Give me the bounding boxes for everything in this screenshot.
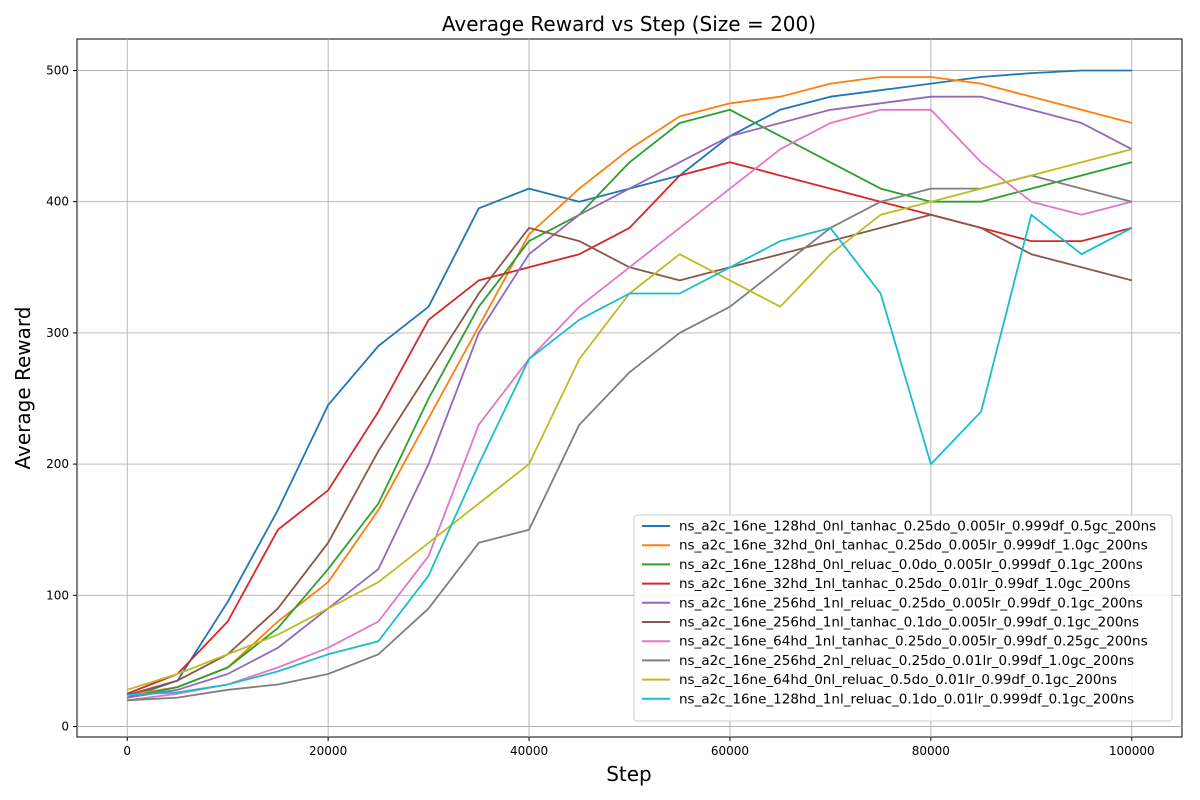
y-tick-label: 500 (46, 63, 69, 77)
x-tick-label: 80000 (912, 744, 950, 758)
x-tick-label: 0 (123, 744, 131, 758)
legend-entry: ns_a2c_16ne_128hd_0nl_reluac_0.0do_0.005… (679, 557, 1143, 573)
legend-entry: ns_a2c_16ne_32hd_0nl_tanhac_0.25do_0.005… (679, 538, 1148, 554)
axis-ticks: 0 20000 40000 60000 80000 100000 0 100 200 300 400… (46, 63, 1155, 758)
chart-title: Average Reward vs Step (Size = 200) (442, 12, 816, 36)
x-axis-title: Step (606, 762, 652, 786)
legend-entry: ns_a2c_16ne_256hd_1nl_tanhac_0.1do_0.005… (679, 615, 1139, 631)
series-line-8 (127, 174, 1133, 702)
legend-entry: ns_a2c_16ne_128hd_0nl_tanhac_0.25do_0.00… (679, 519, 1156, 535)
series-line-7 (127, 108, 1133, 702)
legend-entry: ns_a2c_16ne_256hd_2nl_reluac_0.25do_0.01… (679, 653, 1134, 669)
series-line-10 (127, 213, 1133, 696)
x-tick-label: 40000 (510, 744, 548, 758)
series-lines (126, 69, 1133, 702)
y-tick-label: 0 (61, 720, 69, 734)
y-tick-label: 300 (46, 326, 69, 340)
y-tick-label: 200 (46, 457, 69, 471)
x-tick-label: 20000 (309, 744, 347, 758)
x-tick-label: 60000 (711, 744, 749, 758)
legend: ns_a2c_16ne_128hd_0nl_tanhac_0.25do_0.00… (633, 514, 1173, 722)
legend-entry: ns_a2c_16ne_64hd_0nl_reluac_0.5do_0.01lr… (679, 672, 1117, 688)
legend-box (633, 514, 1173, 722)
x-tick-label: 100000 (1109, 744, 1155, 758)
legend-entry: ns_a2c_16ne_32hd_1nl_tanhac_0.25do_0.01l… (679, 576, 1130, 592)
y-tick-label: 100 (46, 588, 69, 602)
series-line-3 (127, 108, 1133, 699)
series-line-5 (127, 95, 1133, 699)
y-tick-label: 400 (46, 195, 69, 209)
legend-entry: ns_a2c_16ne_256hd_1nl_reluac_0.25do_0.00… (679, 595, 1143, 611)
legend-entry: ns_a2c_16ne_128hd_1nl_reluac_0.1do_0.01l… (679, 691, 1134, 707)
y-axis-title: Average Reward (11, 307, 35, 470)
legend-entry: ns_a2c_16ne_64hd_1nl_tanhac_0.25do_0.005… (679, 634, 1148, 650)
